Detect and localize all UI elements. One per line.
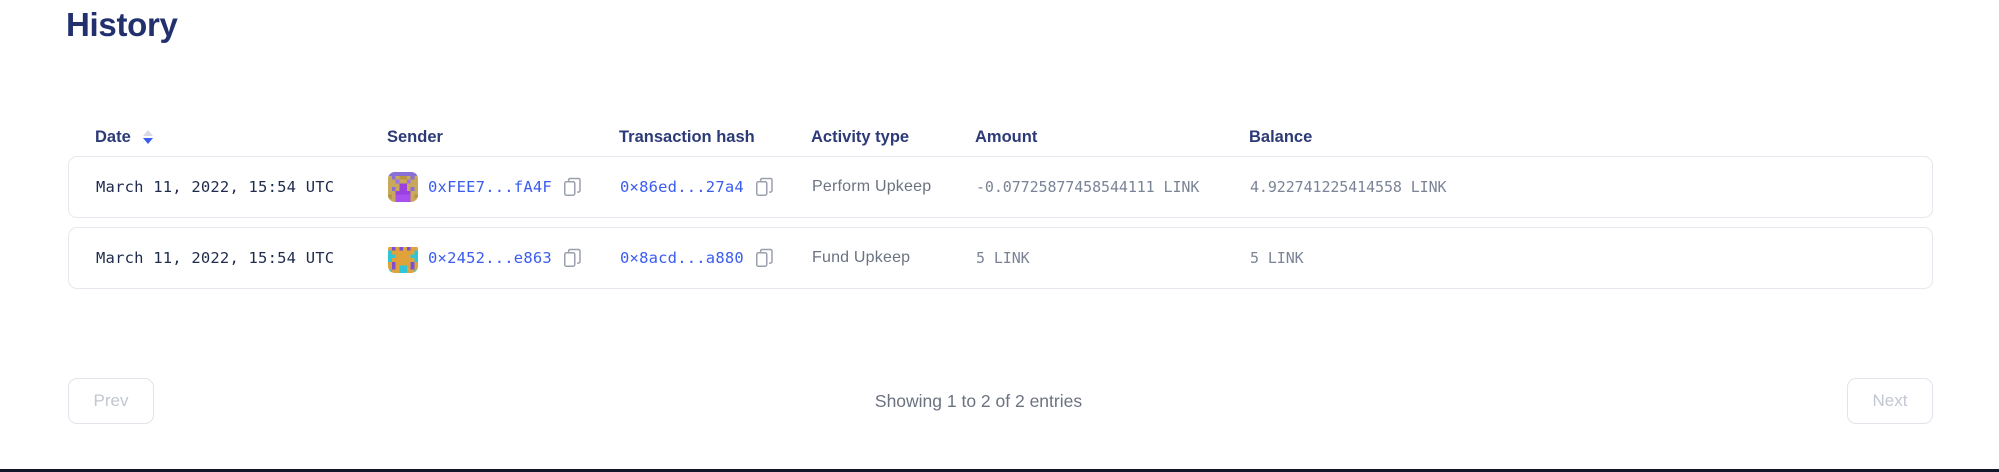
column-header-amount[interactable]: Amount — [975, 128, 1249, 147]
cell-amount: 5 LINK — [976, 249, 1250, 267]
next-page-button[interactable]: Next — [1847, 378, 1933, 424]
table-header-row: Date Sender Transaction hash Activity ty… — [68, 118, 1933, 156]
copy-icon[interactable] — [755, 248, 774, 268]
sender-address-link[interactable]: 0xFEE7...fA4F — [428, 178, 552, 196]
cell-date: March 11, 2022, 15:54 UTC — [96, 249, 388, 267]
activity-type-text: Fund Upkeep — [812, 249, 911, 266]
prev-page-button[interactable]: Prev — [68, 378, 154, 424]
amount-text: 5 LINK — [976, 249, 1030, 267]
column-header-transaction-hash-label: Transaction hash — [619, 127, 755, 146]
transaction-hash-link[interactable]: 0×86ed...27a4 — [620, 178, 744, 196]
cell-balance: 4.922741225414558 LINK — [1250, 178, 1550, 196]
cell-date: March 11, 2022, 15:54 UTC — [96, 178, 388, 196]
amount-text: -0.07725877458544111 LINK — [976, 178, 1200, 196]
date-text: March 11, 2022, 15:54 UTC — [96, 178, 335, 196]
table-row[interactable]: March 11, 2022, 15:54 UTC — [68, 227, 1933, 289]
page-title: History — [66, 6, 178, 43]
column-header-date-label: Date — [95, 127, 131, 146]
column-header-amount-label: Amount — [975, 127, 1038, 146]
sender-address-link[interactable]: 0×2452...e863 — [428, 249, 552, 267]
column-header-sender[interactable]: Sender — [387, 128, 619, 147]
transaction-hash-link[interactable]: 0×8acd...a880 — [620, 249, 744, 267]
table-row[interactable]: March 11, 2022, 15:54 UTC — [68, 156, 1933, 218]
column-header-activity-type-label: Activity type — [811, 127, 910, 146]
cell-activity-type: Perform Upkeep — [812, 178, 976, 196]
identicon-purple-icon — [388, 172, 418, 202]
pagination-bar: Prev Showing 1 to 2 of 2 entries Next — [68, 374, 1933, 428]
cell-sender: 0×2452...e863 — [388, 243, 620, 273]
balance-text: 5 LINK — [1250, 249, 1304, 267]
cell-sender: 0xFEE7...fA4F — [388, 172, 620, 202]
sort-toggle-date[interactable] — [141, 130, 155, 144]
showing-entries-text: Showing 1 to 2 of 2 entries — [874, 390, 1083, 411]
column-header-sender-label: Sender — [387, 127, 443, 146]
caret-up-icon — [142, 130, 153, 136]
identicon-orange-icon — [388, 243, 418, 273]
copy-icon[interactable] — [755, 177, 774, 197]
cell-activity-type: Fund Upkeep — [812, 249, 976, 267]
copy-icon[interactable] — [563, 248, 582, 268]
column-header-activity-type[interactable]: Activity type — [811, 128, 975, 147]
column-header-date[interactable]: Date — [95, 128, 387, 147]
column-header-balance[interactable]: Balance — [1249, 128, 1549, 147]
history-table: Date Sender Transaction hash Activity ty… — [68, 118, 1933, 298]
caret-down-icon — [142, 138, 153, 144]
column-header-balance-label: Balance — [1249, 127, 1313, 146]
cell-transaction-hash: 0×86ed...27a4 — [620, 177, 812, 197]
date-text: March 11, 2022, 15:54 UTC — [96, 249, 335, 267]
balance-text: 4.922741225414558 LINK — [1250, 178, 1447, 196]
cell-amount: -0.07725877458544111 LINK — [976, 178, 1250, 196]
cell-transaction-hash: 0×8acd...a880 — [620, 248, 812, 268]
cell-balance: 5 LINK — [1250, 249, 1550, 267]
column-header-transaction-hash[interactable]: Transaction hash — [619, 128, 811, 147]
activity-type-text: Perform Upkeep — [812, 178, 932, 195]
copy-icon[interactable] — [563, 177, 582, 197]
